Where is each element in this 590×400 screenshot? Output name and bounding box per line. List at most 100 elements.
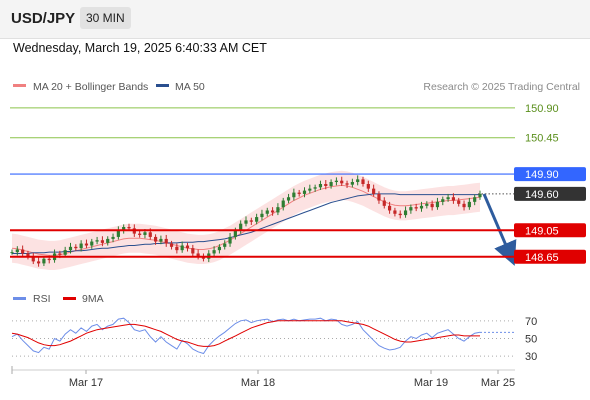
rsi-plot: 70 50 30 — [11, 316, 537, 363]
candle-body — [372, 188, 376, 194]
candle-body — [350, 182, 354, 185]
candle-body — [228, 236, 232, 244]
candle-body — [84, 243, 89, 246]
rsi-ma-legend-swatch — [63, 297, 76, 300]
candle-body — [286, 197, 291, 201]
x-tick-label: Mar 25 — [481, 377, 515, 389]
x-tick-label: Mar 19 — [414, 377, 448, 389]
candle-body — [159, 238, 163, 242]
candle-body — [281, 200, 285, 208]
candle-body — [191, 248, 195, 254]
candle-body — [419, 205, 424, 209]
timeframe-button[interactable]: 30 MIN — [80, 7, 131, 29]
ma20-legend-swatch — [13, 84, 26, 87]
candle-body — [462, 203, 466, 208]
candle-body — [15, 249, 19, 253]
candle-body — [446, 197, 450, 200]
candle-body — [377, 193, 381, 201]
candle-body — [414, 207, 418, 209]
candle-body — [10, 252, 14, 254]
rsi-legend-swatch — [13, 297, 26, 300]
candle-body — [100, 240, 105, 243]
candle-body — [244, 220, 248, 224]
rsi-ma-legend-label: 9MA — [82, 293, 104, 305]
rsi-tick-label: 50 — [525, 334, 537, 346]
pivot-price-box — [514, 167, 586, 182]
last-price-box — [514, 186, 586, 201]
candle-body — [175, 246, 179, 251]
candle-body — [345, 183, 349, 185]
candle-body — [441, 199, 445, 202]
support-price-box — [514, 223, 586, 238]
candle-body — [361, 179, 365, 184]
candle-body — [387, 205, 392, 211]
candle-body — [255, 217, 259, 222]
candle-body — [153, 236, 158, 242]
copyright-label: Research © 2025 Trading Central — [423, 81, 580, 93]
support-price-label: 149.05 — [525, 225, 559, 237]
candle-body — [148, 232, 152, 237]
ma50-line — [12, 193, 480, 254]
resistance-label: 150.90 — [525, 103, 559, 115]
candle-body — [74, 246, 78, 249]
rsi-ma-line — [11, 320, 480, 347]
candle-body — [318, 184, 323, 188]
time-axis: Mar 17 Mar 18 Mar 19 Mar 25 — [11, 366, 515, 389]
candle-body — [31, 256, 35, 262]
resistance-label: 150.45 — [525, 133, 559, 145]
candle-body — [138, 233, 142, 235]
ma20-legend-label: MA 20 + Bollinger Bands — [33, 81, 148, 93]
candle-body — [366, 184, 370, 189]
candle-body — [425, 203, 429, 206]
datetime-label: Wednesday, March 19, 2025 6:40:33 AM CET — [13, 41, 267, 55]
candle-body — [196, 253, 200, 257]
candle-body — [36, 261, 41, 264]
price-levels: 150.90 150.45 149.90 149.60 149.05 148.65 — [10, 103, 586, 264]
candle-body — [26, 253, 30, 257]
candle-body — [334, 180, 339, 183]
candle-body — [467, 201, 471, 208]
candle-body — [308, 188, 312, 191]
ma50-legend-label: MA 50 — [175, 81, 205, 93]
candle-body — [276, 207, 280, 213]
candle-body — [233, 230, 237, 237]
candle-body — [180, 245, 184, 251]
candle-body — [111, 236, 115, 239]
candle-body — [270, 210, 275, 213]
support-price-box — [514, 249, 586, 264]
candle-body — [473, 197, 477, 202]
candle-body — [340, 180, 344, 184]
ma50-legend-swatch — [156, 84, 169, 87]
candle-body — [212, 250, 216, 254]
candle-body — [90, 241, 94, 246]
candle-body — [324, 184, 328, 186]
candle-body — [164, 238, 168, 244]
candle-body — [356, 179, 360, 183]
rsi-legend-label: RSI — [33, 293, 51, 305]
symbol-label: USD/JPY — [11, 10, 76, 27]
x-tick-label: Mar 18 — [241, 377, 275, 389]
candle-body — [127, 227, 131, 229]
candle-body — [185, 245, 190, 249]
rsi-line — [11, 317, 481, 355]
candle-body — [292, 192, 296, 198]
price-plot — [10, 170, 517, 270]
candle-body — [478, 193, 482, 198]
candle-body — [313, 187, 317, 189]
candle-body — [451, 197, 456, 201]
candle-body — [457, 200, 461, 204]
candle-body — [95, 240, 99, 242]
pivot-price-label: 149.90 — [525, 169, 559, 181]
candle-body — [47, 258, 51, 261]
candle-body — [63, 250, 67, 255]
candle-body — [260, 213, 264, 218]
rsi-tick-label: 70 — [525, 316, 537, 328]
candle-body — [329, 182, 333, 186]
candle-body — [116, 230, 120, 237]
candle-body — [393, 210, 397, 214]
candle-body — [143, 232, 147, 235]
candle-body — [68, 246, 73, 251]
candle-body — [435, 201, 440, 208]
candle-body — [297, 192, 301, 194]
